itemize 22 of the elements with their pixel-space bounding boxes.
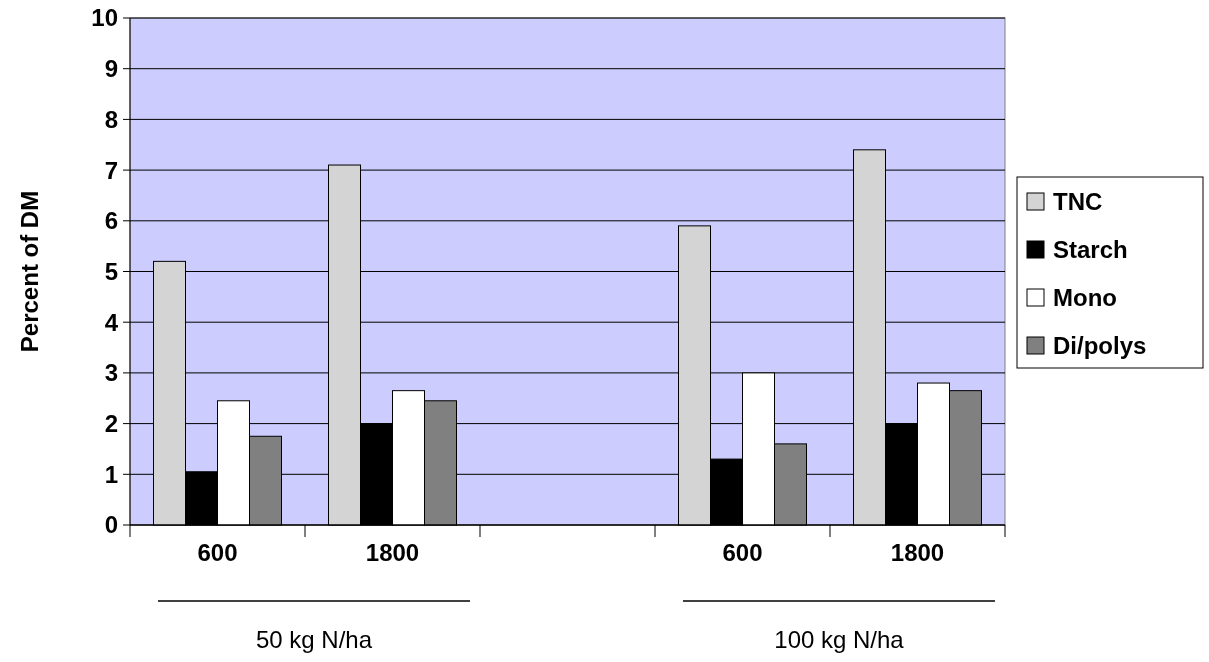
x-tick-label: 1800 [365,539,420,566]
text: 100 kg N/ha [774,626,905,653]
y-tick-label: 9 [104,55,118,83]
y-tick-label: 2 [104,410,118,437]
y-tick-label: 6 [104,207,118,235]
x-tick-label: 600 [197,539,238,566]
y-tick-label: 0 [104,511,118,539]
legend-label: TNC [1053,188,1103,216]
y-tick-label: 10 [91,4,118,32]
legend-label: Di/polys [1053,332,1147,360]
x-tick-label: 600 [722,539,763,566]
legend-label: Starch [1053,236,1128,264]
y-tick-label: 5 [104,257,118,285]
y-tick-label: 1 [104,460,118,488]
y-tick-label: 4 [104,308,119,336]
x-tick-label: 1800 [890,539,945,566]
text: 50 kg N/ha [255,626,373,653]
y-tick-label: 7 [104,156,118,184]
y-axis-title: Percent of DM [16,190,43,353]
y-tick-label: 8 [104,105,118,133]
legend-label: Mono [1053,284,1117,312]
y-tick-label: 3 [104,359,118,387]
